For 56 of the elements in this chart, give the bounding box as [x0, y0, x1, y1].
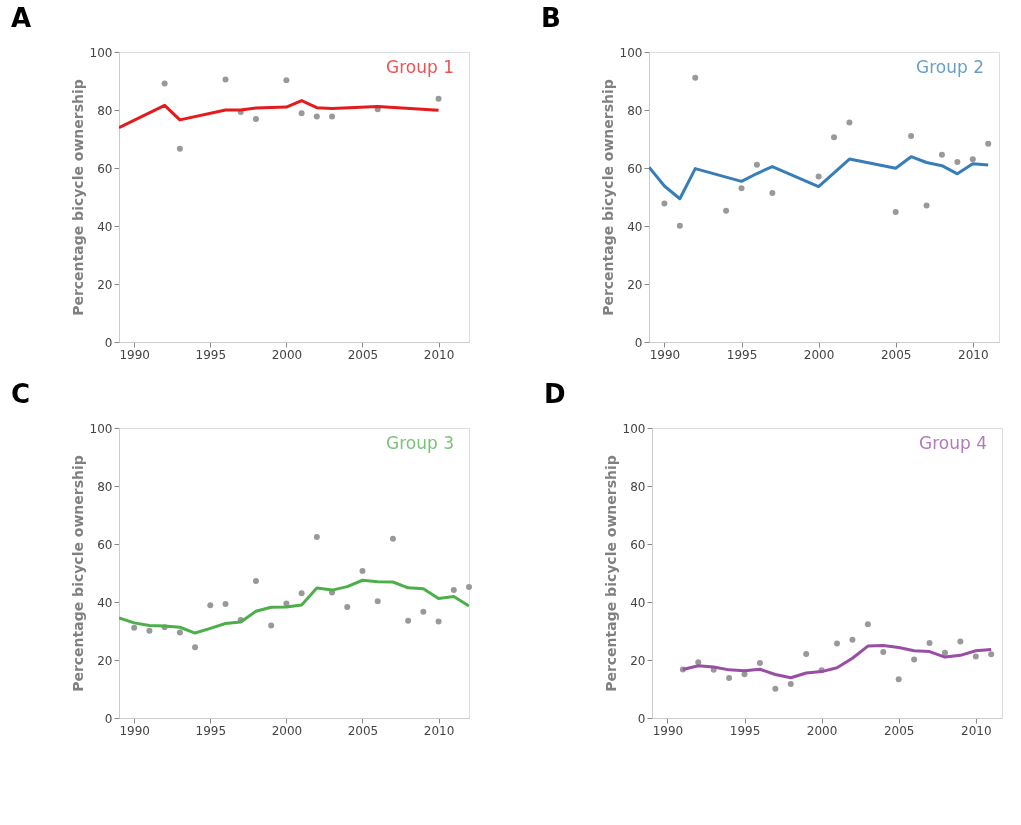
x-tick-label: 2000: [806, 723, 838, 738]
x-tick-label: 2000: [271, 347, 303, 362]
y-tick-label: 20: [97, 653, 113, 668]
y-tick-label: 60: [97, 161, 113, 176]
x-tick-label: 1995: [195, 347, 227, 362]
y-tick-label: 20: [630, 653, 646, 668]
y-tick-label: 40: [630, 595, 646, 610]
x-tick-label: 2005: [880, 347, 912, 362]
y-tick-label: 0: [104, 335, 113, 350]
x-tick-label: 1990: [119, 347, 150, 362]
chart-title: C: [11, 379, 31, 409]
x-tick-label: 2010: [961, 723, 992, 738]
y-tick-label: 100: [89, 45, 113, 60]
y-tick-label: 20: [627, 277, 643, 292]
y-tick-label: 20: [97, 277, 113, 292]
y-tick-label: 40: [97, 595, 113, 610]
x-tick-label: 2000: [271, 723, 303, 738]
x-tick-label: 2010: [423, 347, 455, 362]
chart-title: B: [541, 3, 561, 33]
x-tick-label: 2000: [803, 347, 835, 362]
series-label: Group 1: [386, 57, 454, 77]
y-tick-label: 100: [619, 45, 643, 60]
y-tick-label: 0: [104, 711, 113, 726]
chart-title: D: [544, 379, 566, 409]
y-tick-label: 40: [627, 219, 643, 234]
y-tick-label: 40: [97, 219, 113, 234]
y-axis-title: Percentage bicycle ownership: [69, 79, 86, 316]
y-tick-label: 80: [97, 103, 113, 118]
x-tick-label: 2005: [883, 723, 915, 738]
x-tick-label: 2010: [423, 723, 455, 738]
x-tick-label: 1990: [649, 347, 681, 362]
y-axis-title: Percentage bicycle ownership: [602, 455, 619, 692]
y-axis-title: Percentage bicycle ownership: [69, 455, 86, 692]
y-tick-label: 80: [627, 103, 643, 118]
x-tick-label: 1990: [652, 723, 684, 738]
x-tick-label: 1995: [729, 723, 761, 738]
y-tick-label: 100: [622, 421, 646, 436]
x-tick-label: 1990: [119, 723, 150, 738]
y-tick-label: 60: [627, 161, 643, 176]
y-tick-label: 0: [634, 335, 643, 350]
y-tick-label: 0: [637, 711, 646, 726]
y-tick-label: 80: [630, 479, 646, 494]
x-tick-label: 2005: [347, 723, 379, 738]
text: Group 4: [919, 433, 987, 453]
x-tick-label: 1995: [726, 347, 758, 362]
y-axis-title: Percentage bicycle ownership: [599, 79, 616, 316]
x-tick-label: 2010: [958, 347, 989, 362]
y-tick-label: 60: [630, 537, 646, 552]
y-tick-label: 60: [97, 537, 113, 552]
y-tick-label: 80: [97, 479, 113, 494]
chart-title: A: [11, 3, 32, 33]
text: Group 3: [386, 433, 454, 453]
text: Group 2: [916, 57, 984, 77]
y-tick-label: 100: [89, 421, 113, 436]
x-tick-label: 1995: [195, 723, 227, 738]
x-tick-label: 2005: [347, 347, 379, 362]
